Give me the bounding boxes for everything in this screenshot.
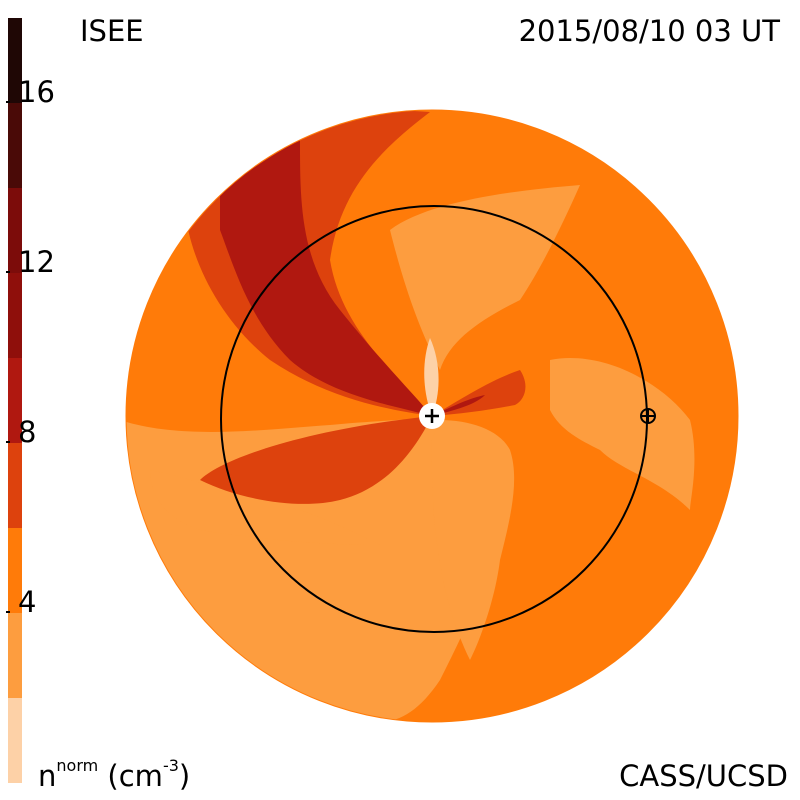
timestamp-label: 2015/08/10 03 UT [518,14,780,48]
colorbar-segment [8,698,22,783]
units-base: n [38,759,57,793]
colorbar-tick-label: 16 [18,75,55,109]
units-close: ) [178,759,191,793]
units-exp: -3 [162,756,179,776]
units-label: nnorm (cm-3) [38,758,191,793]
units-sup: norm [56,756,99,776]
colorbar [6,18,22,783]
sun-marker [419,403,445,429]
colorbar-segment [8,273,22,358]
observatory-label: ISEE [80,14,144,48]
colorbar-segment [8,358,22,443]
density-disk-edge [125,109,739,723]
colorbar-segment [8,103,22,188]
colorbar-segment [8,18,22,103]
earth-marker [640,408,656,424]
colorbar-segment [8,443,22,528]
colorbar-tick-label: 4 [18,585,37,619]
colorbar-tick-label: 8 [18,415,37,449]
colorbar-segment [8,528,22,613]
colorbar-tick-label: 12 [18,245,55,279]
credit-label: CASS/UCSD [619,759,788,793]
units-tail: (cm [107,759,163,793]
colorbar-segment [8,188,22,273]
colorbar-segment [8,613,22,698]
